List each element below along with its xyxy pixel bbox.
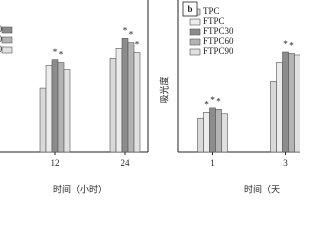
- bar: [270, 81, 277, 153]
- bar: [39, 87, 47, 153]
- chart: 1224306090*****时间（小时）13TPCFTPCFTPC30FTPC…: [0, 0, 300, 196]
- bar: [276, 62, 283, 153]
- legend-label: 90: [0, 44, 3, 54]
- bar: [203, 112, 210, 153]
- x-tick-label: 1: [210, 158, 215, 168]
- legend-label: FTPC90: [203, 46, 234, 56]
- bar: [215, 109, 222, 153]
- annotation: *: [129, 30, 134, 40]
- legend-swatch: [1, 36, 13, 44]
- legend-swatch: [189, 18, 201, 26]
- x-axis-label: 时间（天: [244, 184, 280, 196]
- annotation: *: [135, 40, 140, 50]
- annotation: *: [123, 25, 128, 35]
- legend-label: FTPC: [203, 16, 225, 26]
- legend-swatch: [1, 46, 13, 54]
- panel-label: b: [187, 4, 192, 14]
- legend-label: 60: [0, 34, 3, 44]
- legend-label: FTPC60: [203, 36, 234, 46]
- bar: [121, 38, 129, 153]
- legend-label: FTPC30: [203, 26, 234, 36]
- bar: [288, 53, 295, 153]
- legend-swatch: [189, 48, 201, 56]
- annotation: *: [216, 96, 221, 106]
- annotation: *: [53, 47, 58, 57]
- annotation: *: [210, 95, 215, 105]
- bar: [133, 52, 141, 153]
- panel-label-box: [182, 1, 198, 17]
- bar: [209, 107, 216, 153]
- legend-label: TPC: [203, 6, 220, 16]
- x-tick-label: 12: [51, 158, 60, 168]
- bar: [221, 113, 228, 153]
- x-tick-label: 24: [121, 158, 131, 168]
- bar: [197, 117, 204, 153]
- annotation: *: [289, 41, 294, 51]
- bar: [45, 65, 53, 153]
- bar: [115, 48, 123, 153]
- legend-swatch: [189, 38, 201, 46]
- bar: [127, 42, 135, 153]
- x-axis-label: 时间（小时）: [53, 184, 107, 196]
- legend-label: 30: [0, 24, 3, 34]
- annotation: *: [204, 99, 209, 109]
- bar: [109, 57, 117, 153]
- legend-swatch: [1, 26, 13, 34]
- annotation: *: [59, 50, 64, 60]
- annotation: *: [283, 39, 288, 49]
- bar: [51, 59, 59, 153]
- bar: [282, 51, 289, 153]
- bar: [63, 69, 71, 153]
- y-axis-label: 吸光度: [159, 76, 171, 103]
- bar: [57, 62, 65, 153]
- legend-swatch: [189, 28, 201, 36]
- bar: [294, 54, 300, 153]
- x-tick-label: 3: [283, 158, 288, 168]
